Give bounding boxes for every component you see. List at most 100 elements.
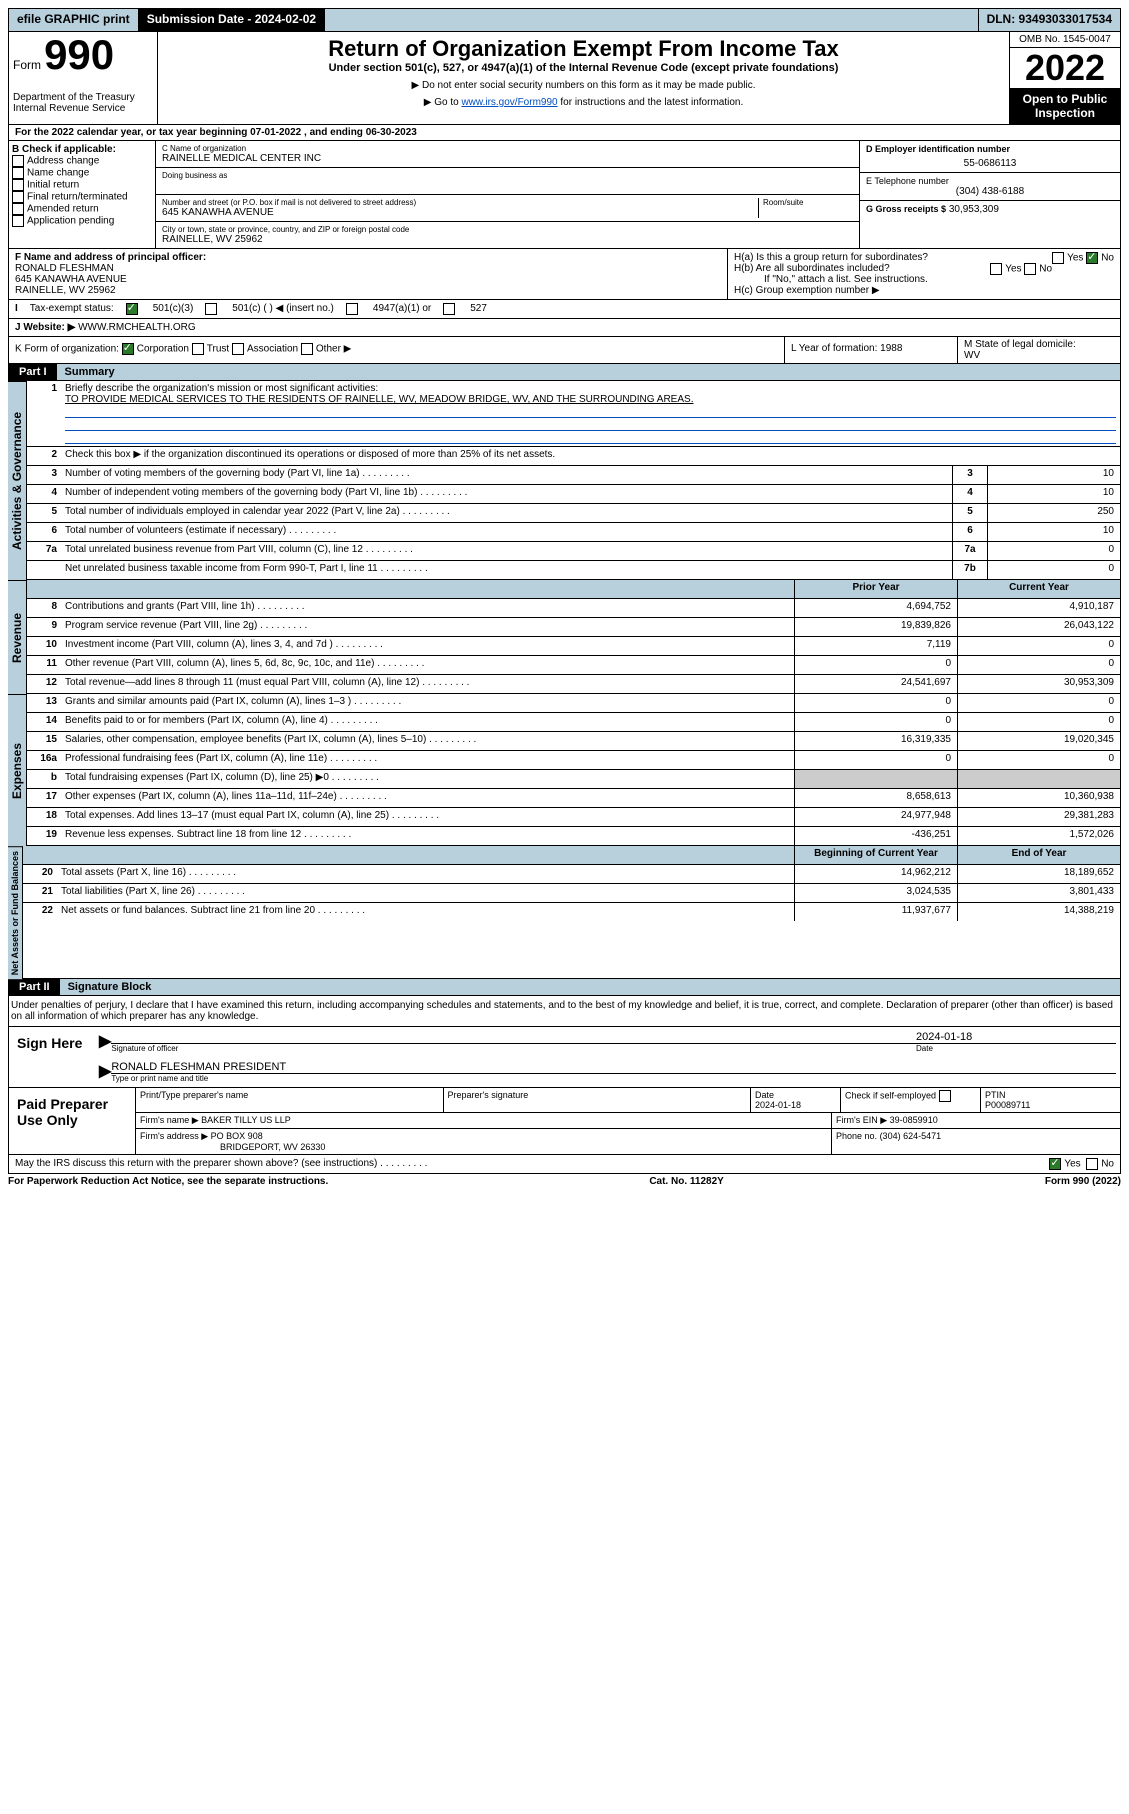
open-public: Open to Public Inspection	[1010, 88, 1120, 124]
k-corp[interactable]	[122, 343, 134, 355]
k-trust[interactable]	[192, 343, 204, 355]
addr-label: Number and street (or P.O. box if mail i…	[162, 198, 758, 207]
box-b-option: Final return/terminated	[12, 191, 152, 203]
paid-preparer-label: Paid Preparer Use Only	[9, 1088, 135, 1154]
box-b-option: Name change	[12, 167, 152, 179]
submission-date: Submission Date - 2024-02-02	[139, 9, 325, 31]
box-g-label: G Gross receipts $	[866, 204, 946, 214]
section-net: Net Assets or Fund Balances Beginning of…	[8, 846, 1121, 979]
i-label: Tax-exempt status:	[30, 303, 114, 315]
summary-row: 11Other revenue (Part VIII, column (A), …	[27, 656, 1120, 675]
s1-label: Briefly describe the organization's miss…	[65, 383, 1116, 394]
summary-row: 22Net assets or fund balances. Subtract …	[23, 903, 1120, 921]
discuss-label: May the IRS discuss this return with the…	[15, 1158, 427, 1170]
footer-left: For Paperwork Reduction Act Notice, see …	[8, 1176, 328, 1187]
hdr-beg: Beginning of Current Year	[794, 846, 957, 864]
omb-number: OMB No. 1545-0047	[1010, 32, 1120, 48]
summary-row: 20Total assets (Part X, line 16)14,962,2…	[23, 865, 1120, 884]
ha-no[interactable]	[1086, 252, 1098, 264]
box-b-option: Amended return	[12, 203, 152, 215]
summary-row: 15Salaries, other compensation, employee…	[27, 732, 1120, 751]
box-b-option: Initial return	[12, 179, 152, 191]
hb-yes[interactable]	[990, 263, 1002, 275]
side-revenue: Revenue	[8, 580, 27, 694]
l-label: L Year of formation:	[791, 343, 877, 354]
firm-addr1: PO BOX 908	[211, 1131, 263, 1141]
summary-row: 5Total number of individuals employed in…	[27, 504, 1120, 523]
c-name-label: C Name of organization	[162, 144, 853, 153]
ha-label: H(a) Is this a group return for subordin…	[734, 252, 928, 263]
sign-date: 2024-01-18	[916, 1031, 1116, 1043]
instr-link-row: ▶ Go to www.irs.gov/Form990 for instruct…	[162, 97, 1005, 108]
row-i: I Tax-exempt status: 501(c)(3) 501(c) ( …	[8, 300, 1121, 319]
entity-block: B Check if applicable: Address changeNam…	[8, 141, 1121, 249]
pp-h2: Preparer's signature	[443, 1088, 751, 1113]
box-b-option: Address change	[12, 155, 152, 167]
date-label: Date	[916, 1044, 1116, 1053]
i-527[interactable]	[443, 303, 455, 315]
side-activities: Activities & Governance	[8, 381, 27, 580]
officer-street: 645 KANAWHA AVENUE	[15, 274, 721, 285]
top-bar: efile GRAPHIC print Submission Date - 20…	[8, 8, 1121, 32]
box-d-label: D Employer identification number	[866, 144, 1114, 154]
year-formation: 1988	[880, 343, 902, 354]
summary-row: bTotal fundraising expenses (Part IX, co…	[27, 770, 1120, 789]
j-label: Website: ▶	[23, 322, 75, 333]
officer-city: RAINELLE, WV 25962	[15, 285, 721, 296]
h-c: H(c) Group exemption number ▶	[734, 285, 1114, 296]
discuss-row: May the IRS discuss this return with the…	[8, 1155, 1121, 1174]
summary-row: 10Investment income (Part VIII, column (…	[27, 637, 1120, 656]
i-501c[interactable]	[205, 303, 217, 315]
org-name: RAINELLE MEDICAL CENTER INC	[162, 153, 853, 164]
hdr-curr: Current Year	[957, 580, 1120, 598]
efile-tag: efile GRAPHIC print	[9, 9, 139, 31]
row-j: J Website: ▶ WWW.RMCHEALTH.ORG	[8, 319, 1121, 337]
name-label: Type or print name and title	[111, 1073, 1116, 1083]
hb-label: H(b) Are all subordinates included?	[734, 263, 890, 274]
arrow-icon: ▶	[99, 1031, 111, 1053]
section-activities: Activities & Governance 1 Briefly descri…	[8, 381, 1121, 580]
self-employed-check[interactable]	[939, 1090, 951, 1102]
i-4947[interactable]	[346, 303, 358, 315]
irs-link[interactable]: www.irs.gov/Form990	[461, 97, 557, 108]
mission-text: TO PROVIDE MEDICAL SERVICES TO THE RESID…	[65, 394, 1116, 405]
section-expenses: Expenses 13Grants and similar amounts pa…	[8, 694, 1121, 846]
summary-row: 12Total revenue—add lines 8 through 11 (…	[27, 675, 1120, 693]
pp-h1: Print/Type preparer's name	[135, 1088, 443, 1113]
hb-no[interactable]	[1024, 263, 1036, 275]
phone: (304) 438-6188	[866, 186, 1114, 197]
subtitle-1: Under section 501(c), 527, or 4947(a)(1)…	[162, 62, 1005, 74]
m-label: M State of legal domicile:	[964, 339, 1114, 350]
part1-title: Summary	[57, 364, 1120, 380]
state-domicile: WV	[964, 350, 1114, 361]
org-street: 645 KANAWHA AVENUE	[162, 207, 758, 218]
hdr-end: End of Year	[957, 846, 1120, 864]
h-a: H(a) Is this a group return for subordin…	[734, 252, 1114, 263]
firm-name: BAKER TILLY US LLP	[201, 1115, 291, 1125]
summary-row: 4Number of independent voting members of…	[27, 485, 1120, 504]
dba-label: Doing business as	[162, 171, 853, 180]
h-note: If "No," attach a list. See instructions…	[734, 274, 1114, 285]
row-klm: K Form of organization: Corporation Trus…	[8, 337, 1121, 364]
firm-ein: 39-0859910	[890, 1115, 938, 1125]
cat-no: Cat. No. 11282Y	[649, 1176, 723, 1187]
ha-yes[interactable]	[1052, 252, 1064, 264]
paid-preparer-block: Paid Preparer Use Only Print/Type prepar…	[8, 1088, 1121, 1155]
ptin: P00089711	[985, 1100, 1030, 1110]
pp-h4: Check if self-employed	[845, 1091, 936, 1101]
org-city: RAINELLE, WV 25962	[162, 234, 853, 245]
city-label: City or town, state or province, country…	[162, 225, 853, 234]
summary-row: 7aTotal unrelated business revenue from …	[27, 542, 1120, 561]
instr-post: for instructions and the latest informat…	[558, 97, 744, 108]
tax-year: 2022	[1010, 48, 1120, 88]
k-assoc[interactable]	[232, 343, 244, 355]
discuss-yes[interactable]	[1049, 1158, 1061, 1170]
firm-name-label: Firm's name ▶	[140, 1115, 199, 1125]
part1-tag: Part I	[9, 364, 57, 380]
i-501c3[interactable]	[126, 303, 138, 315]
officer-name: RONALD FLESHMAN	[15, 263, 721, 274]
box-b-option: Application pending	[12, 215, 152, 227]
k-label: K Form of organization:	[15, 344, 119, 355]
discuss-no[interactable]	[1086, 1158, 1098, 1170]
k-other[interactable]	[301, 343, 313, 355]
